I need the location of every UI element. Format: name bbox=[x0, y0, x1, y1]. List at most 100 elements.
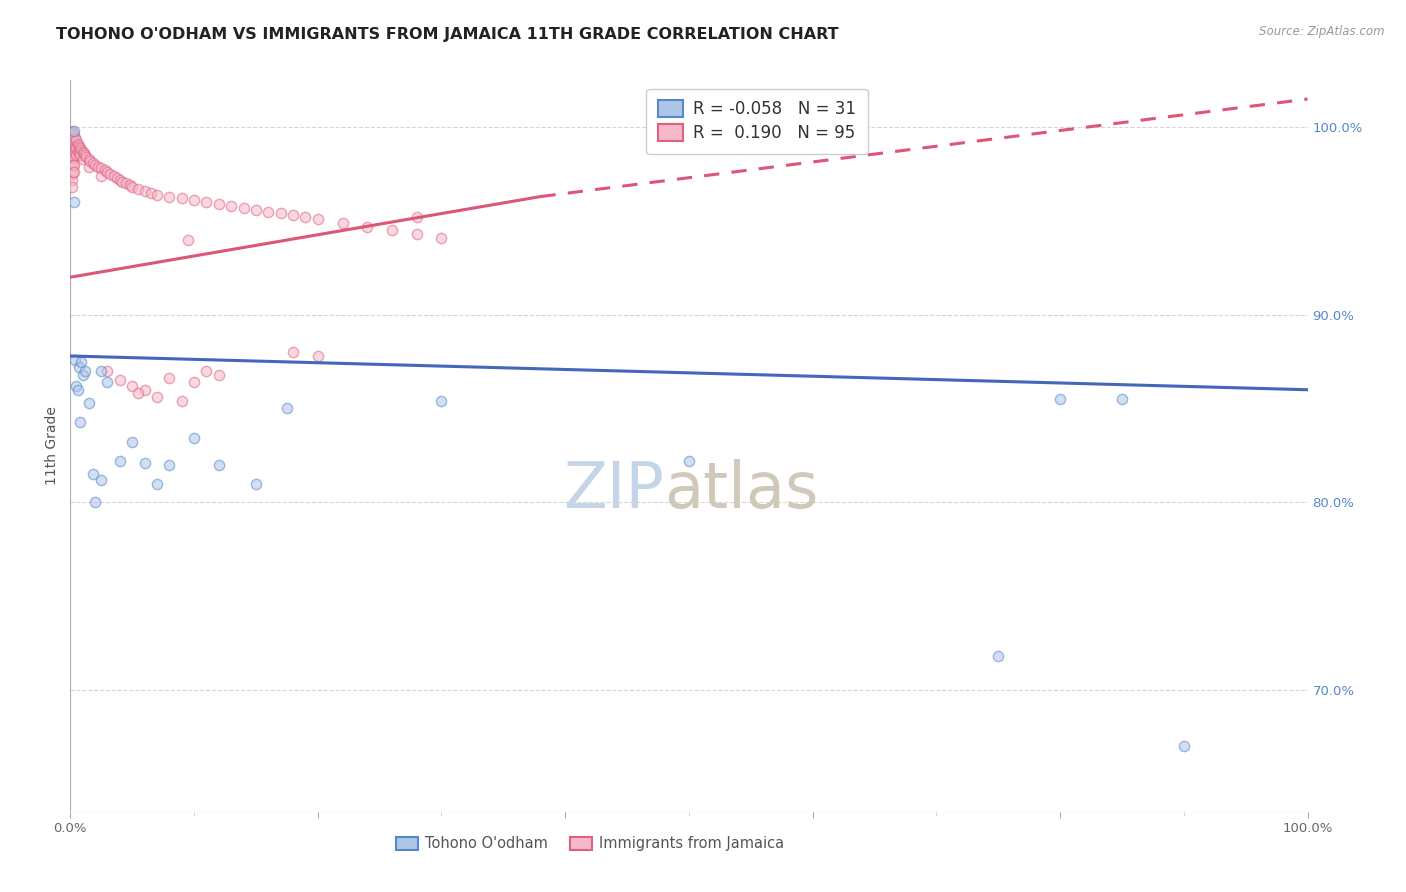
Point bbox=[90, 364, 112, 378]
Point bbox=[84, 158, 107, 172]
Point bbox=[987, 648, 1010, 663]
Point bbox=[60, 167, 83, 181]
Point bbox=[177, 233, 200, 247]
Point bbox=[63, 128, 86, 142]
Point bbox=[77, 152, 100, 166]
Point bbox=[60, 153, 83, 168]
Point bbox=[60, 161, 83, 176]
Point bbox=[62, 133, 84, 147]
Point bbox=[127, 182, 149, 196]
Point bbox=[90, 169, 112, 183]
Point bbox=[195, 195, 218, 210]
Point bbox=[86, 160, 108, 174]
Point bbox=[60, 129, 83, 144]
Point bbox=[77, 396, 100, 410]
Point bbox=[96, 376, 118, 390]
Point bbox=[157, 189, 180, 203]
Point bbox=[62, 126, 84, 140]
Point bbox=[65, 379, 87, 393]
Point bbox=[127, 386, 149, 401]
Point bbox=[294, 210, 316, 224]
Point bbox=[1111, 392, 1133, 406]
Point bbox=[1049, 392, 1071, 406]
Point bbox=[70, 143, 93, 157]
Point bbox=[121, 435, 143, 450]
Point bbox=[63, 195, 86, 210]
Point bbox=[307, 212, 329, 227]
Point bbox=[70, 354, 93, 368]
Point bbox=[94, 163, 117, 178]
Point bbox=[245, 202, 267, 217]
Point bbox=[103, 169, 125, 183]
Point bbox=[146, 476, 169, 491]
Point bbox=[63, 143, 86, 157]
Point bbox=[105, 170, 128, 185]
Point bbox=[62, 148, 84, 162]
Point bbox=[270, 206, 292, 220]
Point bbox=[65, 146, 87, 161]
Point bbox=[96, 364, 118, 378]
Point bbox=[108, 373, 131, 387]
Point bbox=[307, 349, 329, 363]
Point bbox=[63, 124, 86, 138]
Point bbox=[146, 187, 169, 202]
Point bbox=[134, 184, 156, 198]
Point bbox=[82, 156, 104, 170]
Point bbox=[157, 458, 180, 472]
Point bbox=[69, 141, 91, 155]
Point bbox=[60, 124, 83, 138]
Point bbox=[67, 146, 90, 161]
Point bbox=[75, 150, 97, 164]
Point bbox=[381, 223, 404, 237]
Point bbox=[62, 165, 84, 179]
Point bbox=[430, 231, 453, 245]
Point bbox=[208, 197, 231, 211]
Point bbox=[63, 150, 86, 164]
Point bbox=[219, 199, 242, 213]
Point bbox=[67, 360, 90, 375]
Point bbox=[67, 139, 90, 153]
Point bbox=[77, 160, 100, 174]
Point bbox=[69, 148, 91, 162]
Point bbox=[90, 161, 112, 176]
Point bbox=[60, 180, 83, 194]
Point bbox=[98, 167, 121, 181]
Point bbox=[257, 204, 280, 219]
Point bbox=[73, 146, 96, 161]
Point bbox=[60, 135, 83, 149]
Text: ZIP: ZIP bbox=[564, 458, 664, 521]
Point bbox=[170, 394, 193, 409]
Point bbox=[63, 135, 86, 149]
Point bbox=[62, 158, 84, 172]
Point bbox=[332, 216, 354, 230]
Point bbox=[245, 476, 267, 491]
Point bbox=[276, 401, 298, 416]
Point bbox=[134, 383, 156, 397]
Point bbox=[72, 368, 94, 382]
Point bbox=[183, 376, 205, 390]
Text: TOHONO O'ODHAM VS IMMIGRANTS FROM JAMAICA 11TH GRADE CORRELATION CHART: TOHONO O'ODHAM VS IMMIGRANTS FROM JAMAIC… bbox=[56, 27, 839, 42]
Point bbox=[65, 139, 87, 153]
Point bbox=[72, 145, 94, 159]
Y-axis label: 11th Grade: 11th Grade bbox=[45, 407, 59, 485]
Point bbox=[63, 158, 86, 172]
Point bbox=[170, 191, 193, 205]
Point bbox=[146, 390, 169, 404]
Point bbox=[65, 133, 87, 147]
Point bbox=[121, 379, 143, 393]
Point bbox=[75, 364, 97, 378]
Text: Source: ZipAtlas.com: Source: ZipAtlas.com bbox=[1260, 25, 1385, 38]
Point bbox=[134, 456, 156, 470]
Point bbox=[62, 141, 84, 155]
Point bbox=[65, 141, 87, 155]
Point bbox=[66, 136, 89, 151]
Point bbox=[69, 415, 91, 429]
Point bbox=[108, 172, 131, 186]
Point bbox=[356, 219, 378, 234]
Point bbox=[65, 148, 87, 162]
Text: atlas: atlas bbox=[664, 458, 818, 521]
Point bbox=[84, 495, 107, 509]
Point bbox=[139, 186, 162, 200]
Point bbox=[208, 368, 231, 382]
Point bbox=[79, 153, 101, 168]
